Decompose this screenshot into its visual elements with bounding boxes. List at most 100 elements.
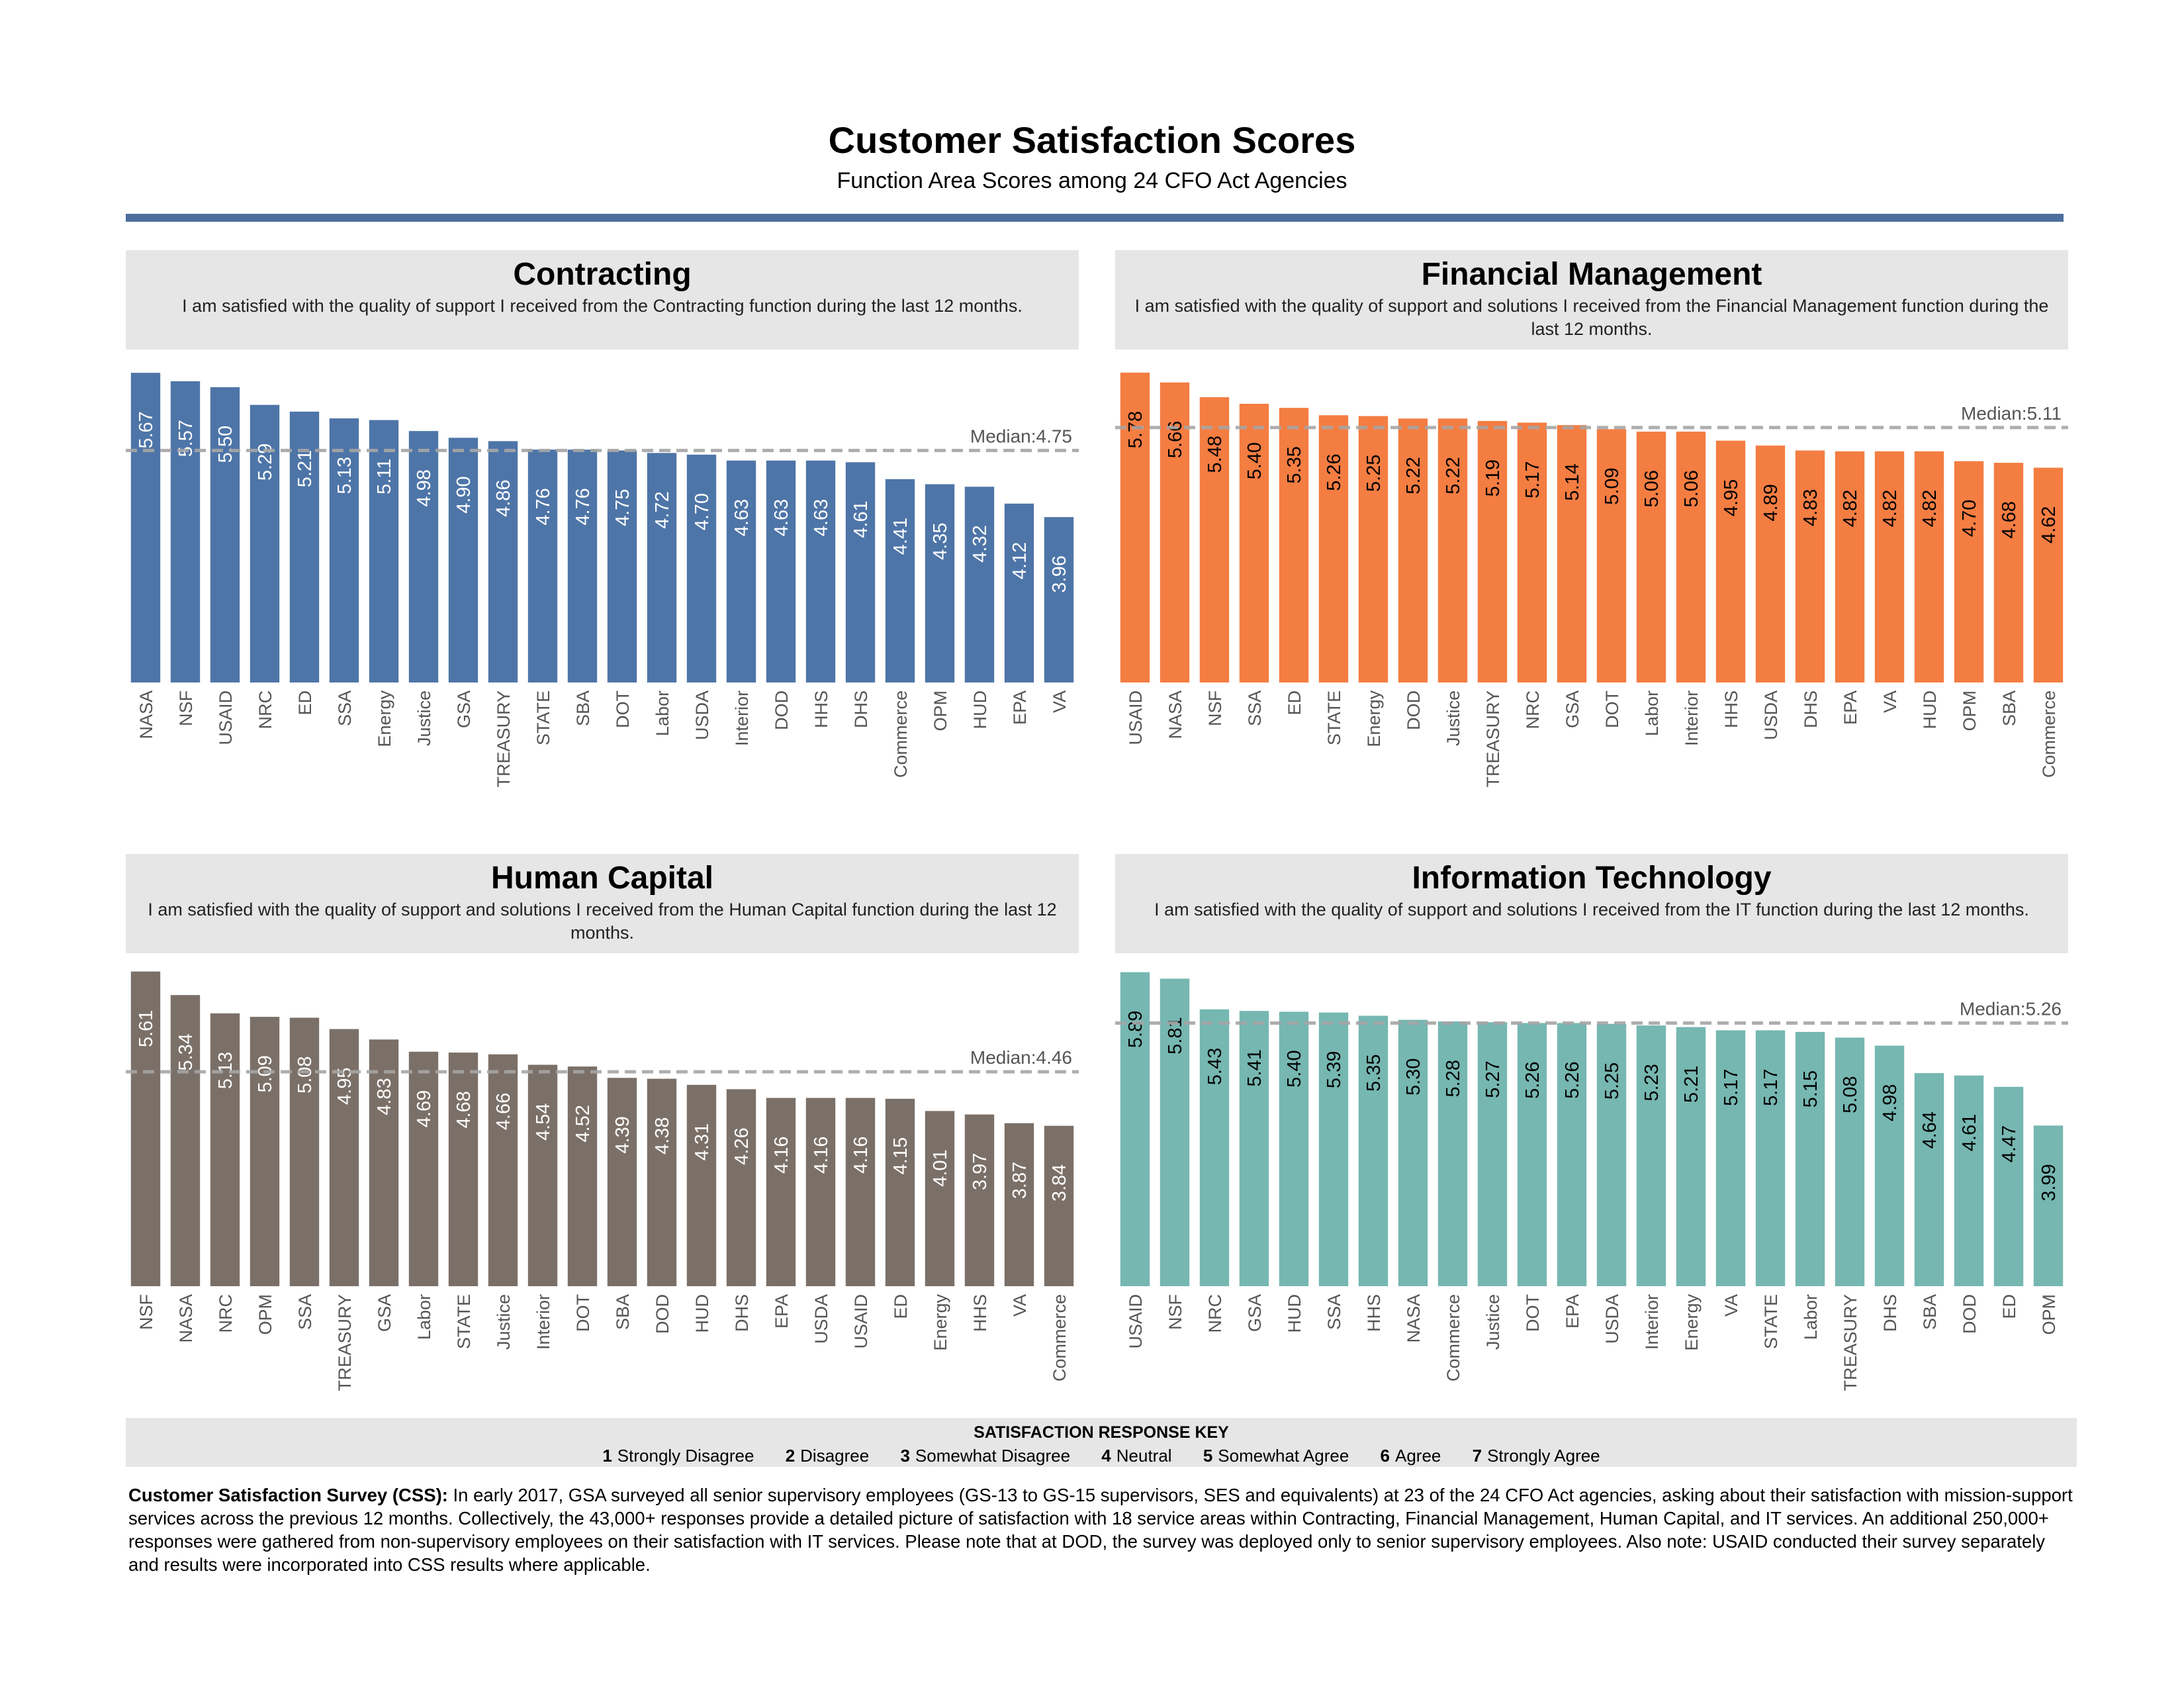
tick-label: GSA xyxy=(375,1294,394,1332)
tick-label: GSA xyxy=(1245,1294,1265,1332)
bar xyxy=(647,1078,677,1286)
data-label: 4.68 xyxy=(453,1091,475,1128)
tick-label: DHS xyxy=(851,690,871,728)
panel-question: I am satisfied with the quality of suppo… xyxy=(1134,295,2049,340)
median-label: Median:4.46 xyxy=(970,1047,1072,1068)
data-label: 4.75 xyxy=(612,489,633,526)
tick-label: VA xyxy=(1050,690,1069,713)
data-label: 4.69 xyxy=(414,1090,435,1127)
bar xyxy=(1279,1011,1309,1286)
data-label: 4.95 xyxy=(1721,479,1742,516)
tick-label: HUD xyxy=(1920,690,1940,729)
bar xyxy=(647,453,677,682)
information-technology-header: Information Technology I am satisfied wi… xyxy=(1115,854,2068,953)
bar xyxy=(766,1098,796,1286)
bar xyxy=(1755,445,1786,682)
tick-label: HHS xyxy=(811,690,831,728)
bar xyxy=(1398,1019,1428,1286)
key-number: 4 xyxy=(1101,1446,1111,1466)
key-item: 3 Somewhat Disagree xyxy=(900,1445,1070,1468)
tick-label: Labor xyxy=(1642,690,1662,736)
bar xyxy=(1044,517,1074,682)
tick-label: Justice xyxy=(414,690,434,746)
key-item: 6 Agree xyxy=(1381,1445,1441,1468)
tick-label: ED xyxy=(1285,690,1304,716)
data-label: 5.34 xyxy=(175,1033,197,1070)
tick-label: Commerce xyxy=(1050,1294,1069,1382)
key-number: 2 xyxy=(785,1446,796,1466)
data-label: 4.82 xyxy=(1919,490,1940,527)
bar xyxy=(1358,1015,1388,1286)
bar xyxy=(1318,1012,1349,1286)
key-title: SATISFACTION RESPONSE KEY xyxy=(974,1423,1229,1442)
bar xyxy=(964,487,995,682)
tick-label: SBA xyxy=(1999,690,2019,726)
data-label: 4.76 xyxy=(572,488,594,525)
tick-label: SBA xyxy=(1920,1294,1940,1330)
tick-label: DOT xyxy=(573,1294,593,1332)
tick-label: Labor xyxy=(1801,1294,1821,1340)
data-label: 5.26 xyxy=(1562,1061,1583,1098)
bar xyxy=(527,1064,558,1286)
bar xyxy=(805,460,836,682)
key-label: Agree xyxy=(1395,1446,1441,1466)
tick-label: GSA xyxy=(1563,690,1582,728)
data-label: 5.39 xyxy=(1324,1051,1345,1088)
tick-label: DHS xyxy=(732,1294,752,1332)
data-label: 5.14 xyxy=(1562,463,1583,500)
data-label: 4.01 xyxy=(930,1149,951,1186)
bar xyxy=(1160,382,1190,682)
data-label: 4.66 xyxy=(493,1093,514,1130)
bar xyxy=(130,373,161,682)
tick-label: SBA xyxy=(613,1294,633,1330)
tick-label: DHS xyxy=(1880,1294,1900,1332)
tick-label: USDA xyxy=(811,1294,831,1344)
tick-label: DOT xyxy=(1523,1294,1543,1332)
bar xyxy=(925,484,955,682)
data-label: 4.61 xyxy=(1959,1114,1980,1151)
panel-question: I am satisfied with the quality of suppo… xyxy=(148,899,1057,943)
tick-label: HHS xyxy=(1721,690,1741,728)
data-label: 4.31 xyxy=(692,1123,713,1160)
bar xyxy=(329,418,359,682)
tick-label: NRC xyxy=(255,690,275,729)
bar xyxy=(1954,1075,1984,1286)
data-label: 4.61 xyxy=(850,500,872,538)
human-capital-header: Human Capital I am satisfied with the qu… xyxy=(126,854,1079,953)
tick-label: USAID xyxy=(1126,1294,1146,1349)
data-label: 4.39 xyxy=(612,1116,633,1153)
bar xyxy=(964,1114,995,1286)
tick-label: TREASURY xyxy=(494,690,514,788)
key-item: 2 Disagree xyxy=(786,1445,870,1468)
data-label: 5.13 xyxy=(334,457,355,494)
data-label: 4.68 xyxy=(1999,501,2020,538)
tick-label: SSA xyxy=(1324,1294,1344,1330)
bar xyxy=(1437,1021,1468,1286)
human-capital-chart: 5.61NSF5.34NASA5.13NRC5.09OPM5.08SSA4.95… xyxy=(126,971,1079,1391)
tick-label: HUD xyxy=(970,690,990,729)
bar xyxy=(766,460,796,682)
data-label: 3.84 xyxy=(1049,1164,1070,1201)
tick-label: NASA xyxy=(1404,1294,1424,1343)
bar xyxy=(805,1098,836,1286)
bar xyxy=(408,1051,439,1286)
bar xyxy=(1477,420,1508,682)
tick-label: Interior xyxy=(1642,1294,1662,1350)
bar xyxy=(1715,1030,1746,1286)
bar xyxy=(2033,467,2064,682)
bar xyxy=(845,462,876,682)
key-number: 3 xyxy=(900,1446,910,1466)
data-label: 5.09 xyxy=(255,1055,276,1092)
key-label: Strongly Disagree xyxy=(617,1446,754,1466)
bar xyxy=(1835,451,1865,682)
data-label: 4.76 xyxy=(533,488,554,525)
tick-label: EPA xyxy=(1841,690,1860,725)
bar xyxy=(1120,372,1150,682)
data-label: 5.21 xyxy=(1681,1066,1702,1103)
data-label: 5.06 xyxy=(1641,470,1662,507)
footnote-heading: Customer Satisfaction Survey (CSS): xyxy=(128,1485,448,1505)
bar xyxy=(1596,429,1627,682)
data-label: 5.11 xyxy=(374,459,395,494)
data-label: 4.41 xyxy=(890,518,911,555)
tick-label: NSF xyxy=(136,1294,156,1330)
